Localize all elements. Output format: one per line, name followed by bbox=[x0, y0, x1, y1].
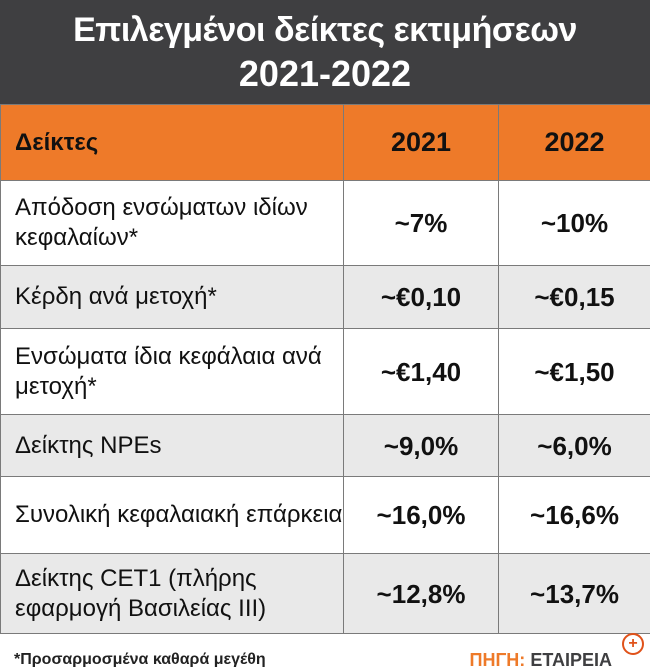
value-2021: ~9,0% bbox=[343, 414, 499, 477]
row-label: Κέρδη ανά μετοχή* bbox=[0, 265, 344, 329]
row-label: Ενσώματα ίδια κεφάλαια ανά μετοχή* bbox=[0, 328, 344, 415]
table-title: Επιλεγμένοι δείκτες εκτιμήσεων 2021-2022 bbox=[0, 0, 650, 104]
table-row: Ενσώματα ίδια κεφάλαια ανά μετοχή* ~€1,4… bbox=[0, 328, 650, 415]
source-value: ΕΤΑΙΡΕΙΑ bbox=[530, 650, 612, 667]
table-row: Κέρδη ανά μετοχή* ~€0,10 ~€0,15 bbox=[0, 265, 650, 329]
zoom-in-icon[interactable]: + bbox=[622, 633, 644, 655]
value-2022: ~€0,15 bbox=[498, 265, 650, 329]
row-label: Δείκτης CET1 (πλήρης εφαρμογή Βασιλείας … bbox=[0, 553, 344, 634]
row-label: Δείκτης NPEs bbox=[0, 414, 344, 477]
value-2022: ~16,6% bbox=[498, 476, 650, 554]
indicators-table: Δείκτες 2021 2022 Απόδοση ενσώματων ιδίω… bbox=[0, 104, 650, 634]
header-2022: 2022 bbox=[498, 104, 650, 181]
header-2021: 2021 bbox=[343, 104, 499, 181]
value-2022: ~€1,50 bbox=[498, 328, 650, 415]
value-2021: ~€0,10 bbox=[343, 265, 499, 329]
value-2022: ~10% bbox=[498, 180, 650, 266]
value-2021: ~€1,40 bbox=[343, 328, 499, 415]
footnote: *Προσαρμοσμένα καθαρά μεγέθη bbox=[14, 651, 266, 667]
table-row: Δείκτης CET1 (πλήρης εφαρμογή Βασιλείας … bbox=[0, 553, 650, 634]
source-label: ΠΗΓΗ: bbox=[469, 650, 526, 667]
value-2021: ~16,0% bbox=[343, 476, 499, 554]
value-2021: ~7% bbox=[343, 180, 499, 266]
table-row: Συνολική κεφαλαιακή επάρκεια ~16,0% ~16,… bbox=[0, 476, 650, 554]
title-line-2: 2021-2022 bbox=[238, 53, 412, 94]
row-label: Συνολική κεφαλαιακή επάρκεια bbox=[0, 476, 344, 554]
table-footer: *Προσαρμοσμένα καθαρά μεγέθη ΠΗΓΗ: ΕΤΑΙΡ… bbox=[0, 645, 650, 667]
value-2022: ~13,7% bbox=[498, 553, 650, 634]
value-2021: ~12,8% bbox=[343, 553, 499, 634]
table-row: Δείκτης NPEs ~9,0% ~6,0% bbox=[0, 414, 650, 477]
value-2022: ~6,0% bbox=[498, 414, 650, 477]
title-line-1: Επιλεγμένοι δείκτες εκτιμήσεων bbox=[73, 11, 577, 49]
header-row: Δείκτες 2021 2022 bbox=[0, 104, 650, 181]
row-label: Απόδοση ενσώματων ιδίων κεφαλαίων* bbox=[0, 180, 344, 266]
table-row: Απόδοση ενσώματων ιδίων κεφαλαίων* ~7% ~… bbox=[0, 180, 650, 266]
header-indicators: Δείκτες bbox=[0, 104, 344, 181]
source-credit: ΠΗΓΗ: ΕΤΑΙΡΕΙΑ bbox=[469, 650, 612, 667]
